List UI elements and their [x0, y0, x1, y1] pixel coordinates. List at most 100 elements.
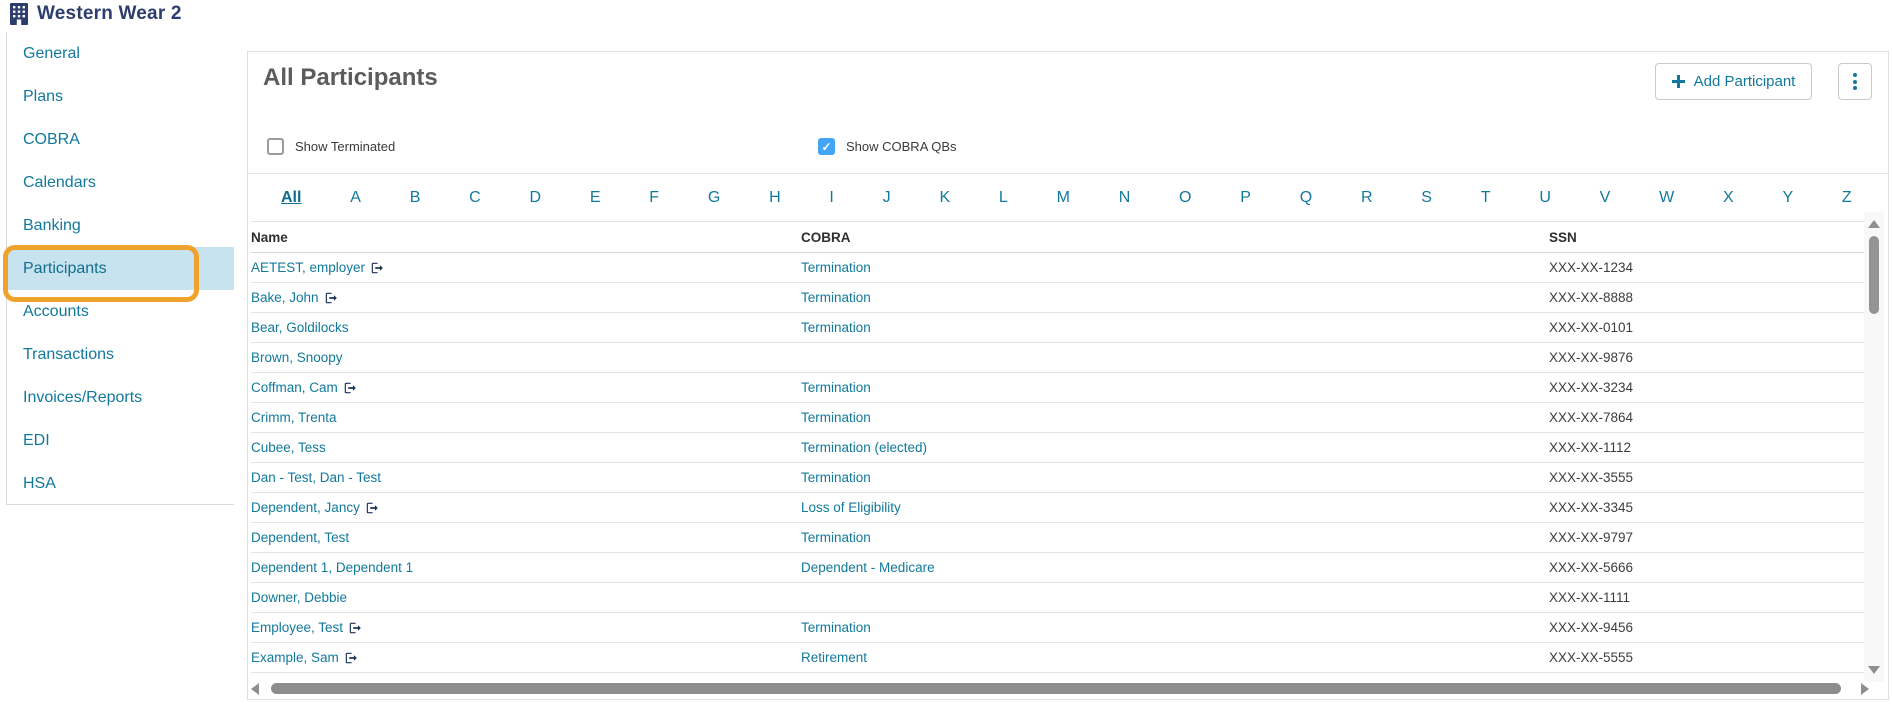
participant-name-link[interactable]: Dependent 1, Dependent 1	[251, 560, 414, 575]
cobra-status-link[interactable]: Retirement	[801, 650, 868, 665]
ssn-value: XXX-XX-1111	[1549, 590, 1631, 605]
scroll-up-arrow-icon[interactable]	[1868, 220, 1880, 228]
scroll-down-arrow-icon[interactable]	[1868, 666, 1880, 674]
sidebar-item-label: Calendars	[23, 173, 96, 191]
alphabet-filter-all[interactable]: All	[281, 188, 302, 206]
alphabet-filter-h[interactable]: H	[769, 188, 781, 206]
horizontal-scroll-thumb[interactable]	[271, 683, 1841, 694]
alphabet-filter-r[interactable]: R	[1360, 188, 1373, 206]
participant-name-link[interactable]: Dependent, Test	[251, 530, 350, 545]
sidebar-item-banking[interactable]: Banking	[7, 204, 234, 247]
building-icon	[10, 3, 28, 25]
sidebar-item-invoices-reports[interactable]: Invoices/Reports	[7, 376, 234, 419]
alphabet-filter-t[interactable]: T	[1480, 188, 1491, 206]
alphabet-filter-i[interactable]: I	[829, 188, 834, 206]
alphabet-filter-u[interactable]: U	[1539, 188, 1551, 206]
cobra-status-link[interactable]: Termination	[801, 320, 871, 335]
vertical-scrollbar[interactable]	[1864, 212, 1884, 682]
alphabet-filter-p[interactable]: P	[1240, 188, 1251, 206]
more-options-button[interactable]	[1838, 63, 1872, 100]
vertical-scroll-thumb[interactable]	[1869, 236, 1879, 314]
cobra-status-link[interactable]: Termination	[801, 260, 871, 275]
table-row: Crimm, Trenta Termination XXX-XX-7864	[251, 403, 1866, 433]
participants-table: Name COBRA SSN AETEST, employer Terminat…	[251, 221, 1866, 673]
table-row: Downer, Debbie XXX-XX-1111	[251, 583, 1866, 613]
alphabet-filter-v[interactable]: V	[1599, 188, 1611, 206]
alphabet-filter-q[interactable]: Q	[1299, 188, 1313, 206]
table-row: Brown, Snoopy XXX-XX-9876	[251, 343, 1866, 373]
ssn-value: XXX-XX-9876	[1549, 350, 1634, 365]
sidebar-item-label: COBRA	[23, 130, 80, 148]
sidebar-item-cobra[interactable]: COBRA	[7, 118, 234, 161]
alphabet-filter-j[interactable]: J	[882, 188, 891, 206]
participant-name-link[interactable]: Cubee, Tess	[251, 440, 326, 455]
participant-name-link[interactable]: Downer, Debbie	[251, 590, 348, 605]
show-cobra-qbs-checkbox[interactable]	[818, 138, 835, 155]
alphabet-filter-k[interactable]: K	[939, 188, 951, 206]
alphabet-filter-x[interactable]: X	[1723, 188, 1734, 206]
cobra-status-link[interactable]: Termination	[801, 470, 871, 485]
app-header: Western Wear 2	[9, 3, 182, 25]
alphabet-filter-b[interactable]: B	[409, 188, 421, 206]
table-row: Dependent, Test Termination XXX-XX-9797	[251, 523, 1866, 553]
participant-name-link[interactable]: Employee, Test	[251, 620, 344, 635]
sidebar-item-participants[interactable]: Participants	[3, 245, 234, 302]
sidebar-item-general[interactable]: General	[7, 32, 234, 75]
cobra-status-link[interactable]: Dependent - Medicare	[801, 560, 935, 575]
alphabet-filter-d[interactable]: D	[529, 188, 542, 206]
ssn-value: XXX-XX-9456	[1549, 620, 1634, 635]
table-row: Bear, Goldilocks Termination XXX-XX-0101	[251, 313, 1866, 343]
sidebar-item-edi[interactable]: EDI	[7, 419, 234, 462]
alphabet-filter-s[interactable]: S	[1421, 188, 1432, 206]
exit-icon	[345, 652, 357, 663]
cobra-status-link[interactable]: Termination (elected)	[801, 440, 928, 455]
cobra-status-link[interactable]: Termination	[801, 290, 871, 305]
show-terminated-checkbox[interactable]	[267, 138, 284, 155]
alphabet-filter-e[interactable]: E	[589, 188, 601, 206]
sidebar-item-label: Banking	[23, 216, 81, 234]
sidebar-item-plans[interactable]: Plans	[7, 75, 234, 118]
cobra-status-link[interactable]: Termination	[801, 530, 871, 545]
plus-icon	[1671, 75, 1685, 88]
alphabet-filter-o[interactable]: O	[1179, 188, 1192, 206]
alphabet-filter-w[interactable]: W	[1659, 188, 1675, 206]
sidebar-item-accounts[interactable]: Accounts	[7, 290, 234, 333]
cobra-status-link[interactable]: Termination	[801, 380, 871, 395]
sidebar-item-calendars[interactable]: Calendars	[7, 161, 234, 204]
show-cobra-qbs-filter[interactable]: Show COBRA QBs	[818, 138, 957, 155]
alphabet-filter-z[interactable]: Z	[1841, 188, 1852, 206]
cobra-status-link[interactable]: Termination	[801, 410, 871, 425]
table-header-row: Name COBRA SSN	[251, 222, 1866, 253]
scroll-right-arrow-icon[interactable]	[1861, 683, 1869, 695]
alphabet-filter-f[interactable]: F	[649, 188, 660, 206]
show-terminated-filter[interactable]: Show Terminated	[267, 138, 395, 155]
participant-name-link[interactable]: Dependent, Jancy	[251, 500, 360, 515]
participant-name-link[interactable]: AETEST, employer	[251, 260, 366, 275]
sidebar-item-hsa[interactable]: HSA	[7, 462, 234, 505]
alphabet-filter-g[interactable]: G	[707, 188, 721, 206]
cobra-status-link[interactable]: Termination	[801, 620, 871, 635]
participant-name-link[interactable]: Coffman, Cam	[251, 380, 338, 395]
sidebar-item-label: EDI	[23, 431, 50, 449]
alphabet-filter-l[interactable]: L	[998, 188, 1008, 206]
kebab-icon	[1853, 73, 1857, 77]
alphabet-filter-m[interactable]: M	[1056, 188, 1070, 206]
horizontal-scrollbar[interactable]	[251, 681, 1869, 697]
cobra-status-link[interactable]: Loss of Eligibility	[801, 500, 901, 515]
participant-name-link[interactable]: Brown, Snoopy	[251, 350, 343, 365]
participant-name-link[interactable]: Dan - Test, Dan - Test	[251, 470, 382, 485]
ssn-value: XXX-XX-0101	[1549, 320, 1634, 335]
add-participant-button[interactable]: Add Participant	[1655, 63, 1812, 100]
alphabet-filter-y[interactable]: Y	[1782, 188, 1794, 206]
alphabet-filter-a[interactable]: A	[350, 188, 361, 206]
sidebar-item-transactions[interactable]: Transactions	[7, 333, 234, 376]
participant-name-link[interactable]: Crimm, Trenta	[251, 410, 337, 425]
participant-name-link[interactable]: Bear, Goldilocks	[251, 320, 349, 335]
participant-name-link[interactable]: Example, Sam	[251, 650, 339, 665]
alphabet-filter-c[interactable]: C	[469, 188, 481, 206]
ssn-value: XXX-XX-8888	[1549, 290, 1634, 305]
ssn-value: XXX-XX-5555	[1549, 650, 1634, 665]
alphabet-filter-n[interactable]: N	[1118, 188, 1131, 206]
participant-name-link[interactable]: Bake, John	[251, 290, 319, 305]
scroll-left-arrow-icon[interactable]	[251, 683, 259, 695]
